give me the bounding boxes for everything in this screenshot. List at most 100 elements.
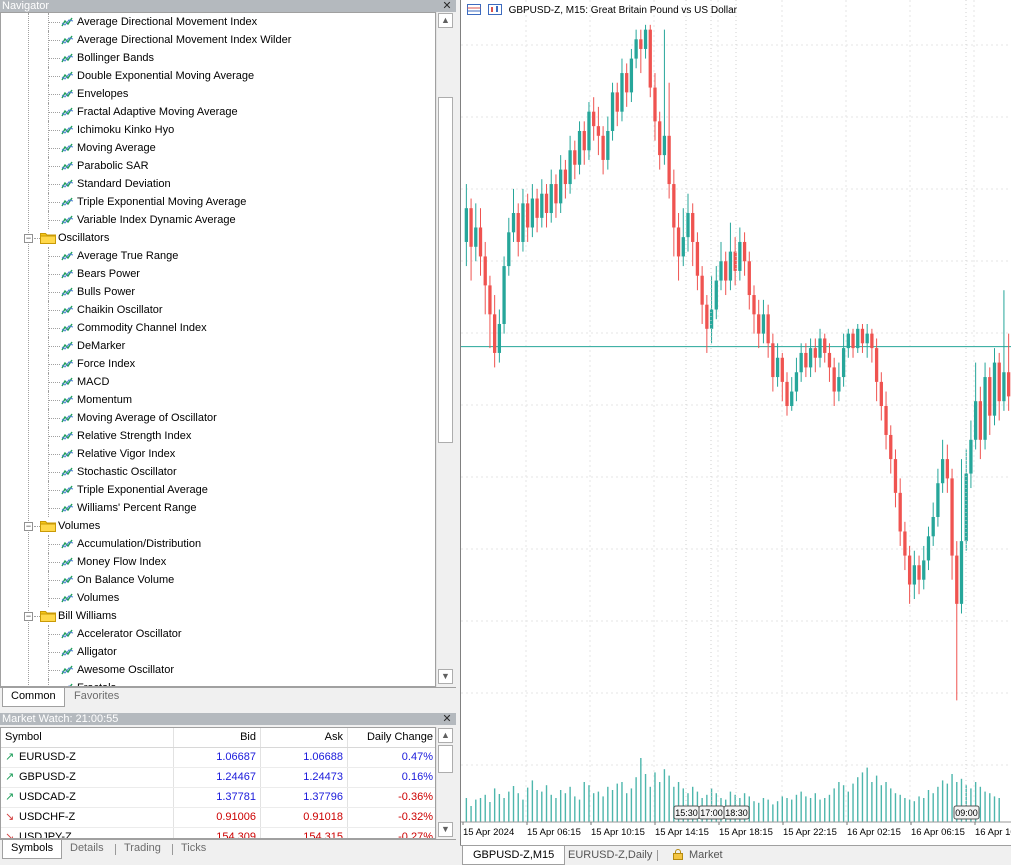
column-header-daily-change[interactable]: Daily Change bbox=[366, 731, 433, 743]
tree-item[interactable]: Parabolic SAR bbox=[1, 157, 435, 175]
navigator-scroll-thumb[interactable] bbox=[438, 97, 453, 443]
tree-item[interactable]: Moving Average of Oscillator bbox=[1, 409, 435, 427]
column-header-bid[interactable]: Bid bbox=[240, 731, 256, 743]
candle-body bbox=[563, 169, 568, 185]
collapse-icon[interactable]: − bbox=[24, 521, 33, 531]
scroll-up-icon[interactable]: ▲ bbox=[438, 13, 453, 28]
indicator-icon bbox=[61, 359, 74, 369]
tree-item[interactable]: Envelopes bbox=[1, 85, 435, 103]
tree-item-label: Bollinger Bands bbox=[77, 52, 155, 64]
tree-item[interactable]: Ichimoku Kinko Hyo bbox=[1, 121, 435, 139]
market-watch-row[interactable]: ↗ EURUSD-Z 1.06687 1.06688 0.47% bbox=[1, 748, 435, 768]
navigator-title-bar[interactable]: Navigator ✕ bbox=[0, 0, 456, 12]
tree-item-label: Relative Vigor Index bbox=[77, 448, 176, 460]
tree-item[interactable]: Accumulation/Distribution bbox=[1, 535, 435, 553]
column-header-ask[interactable]: Ask bbox=[324, 731, 343, 743]
tree-item[interactable]: Accelerator Oscillator bbox=[1, 625, 435, 643]
tree-item[interactable]: Moving Average bbox=[1, 139, 435, 157]
tree-item[interactable]: Variable Index Dynamic Average bbox=[1, 211, 435, 229]
candle-body bbox=[672, 184, 676, 228]
tree-item[interactable]: Standard Deviation bbox=[1, 175, 435, 193]
tree-folder[interactable]: − Bill Williams bbox=[1, 607, 435, 625]
candle-body bbox=[521, 203, 525, 242]
candle-body bbox=[926, 536, 931, 561]
scroll-down-icon[interactable]: ▼ bbox=[438, 822, 453, 837]
market-watch-row[interactable]: ↗ USDCAD-Z 1.37781 1.37796 -0.36% bbox=[1, 788, 435, 808]
collapse-icon[interactable]: − bbox=[24, 611, 33, 621]
tree-item[interactable]: Commodity Channel Index bbox=[1, 319, 435, 337]
tab-ticks[interactable]: Ticks bbox=[181, 842, 207, 854]
navigator-scrollbar[interactable]: ▲ ▼ bbox=[436, 12, 454, 687]
candle-body bbox=[912, 565, 916, 585]
tree-item[interactable]: Volumes bbox=[1, 589, 435, 607]
tab-trading[interactable]: Trading bbox=[124, 842, 161, 854]
tab-favorites[interactable]: Favorites bbox=[74, 690, 120, 702]
tree-item[interactable]: On Balance Volume bbox=[1, 571, 435, 589]
tree-item-label: Triple Exponential Average bbox=[77, 484, 208, 496]
indicator-icon bbox=[61, 593, 74, 603]
tab-common[interactable]: Common bbox=[2, 688, 65, 707]
tree-item[interactable]: Relative Vigor Index bbox=[1, 445, 435, 463]
navigator-tree: Average Directional Movement Index Averag… bbox=[0, 12, 436, 687]
chart-window[interactable]: 15:30 17:00 18:30 09:00 15 Apr 2024 15 Apr 06… bbox=[460, 0, 1011, 845]
tree-item[interactable]: Fractals bbox=[1, 679, 435, 686]
collapse-icon[interactable]: − bbox=[24, 233, 33, 243]
tree-item[interactable]: Bears Power bbox=[1, 265, 435, 283]
price-chart[interactable]: 15:30 17:00 18:30 09:00 15 Apr 2024 15 Apr 06… bbox=[461, 0, 1011, 845]
tree-item[interactable]: Alligator bbox=[1, 643, 435, 661]
tree-item[interactable]: Force Index bbox=[1, 355, 435, 373]
tree-item[interactable]: Bulls Power bbox=[1, 283, 435, 301]
tree-item[interactable]: Average Directional Movement Index Wilde… bbox=[1, 31, 435, 49]
candle-body bbox=[478, 227, 483, 257]
tree-line bbox=[48, 418, 60, 419]
column-header-symbol[interactable]: Symbol bbox=[5, 731, 42, 743]
tree-item[interactable]: Triple Exponential Moving Average bbox=[1, 193, 435, 211]
tree-item[interactable]: Momentum bbox=[1, 391, 435, 409]
tree-item[interactable]: Awesome Oscillator bbox=[1, 661, 435, 679]
tab-details[interactable]: Details bbox=[70, 842, 104, 854]
tree-folder[interactable]: − Volumes bbox=[1, 517, 435, 535]
market-watch-title-bar[interactable]: Market Watch: 21:00:55 ✕ bbox=[0, 713, 456, 725]
chart-grid-icon[interactable] bbox=[467, 4, 481, 15]
candle-body bbox=[554, 184, 558, 204]
candle-body bbox=[936, 483, 940, 517]
market-watch-row[interactable]: ↘ USDCHF-Z 0.91006 0.91018 -0.32% bbox=[1, 808, 435, 828]
tree-item[interactable]: Average True Range bbox=[1, 247, 435, 265]
session-marker-label: 17:00 bbox=[700, 808, 723, 818]
candle-body bbox=[808, 348, 813, 368]
tab-separator bbox=[657, 850, 658, 861]
scroll-up-icon[interactable]: ▲ bbox=[438, 728, 453, 743]
tab-chart-gbpusd[interactable]: GBPUSD-Z,M15 bbox=[462, 846, 566, 865]
tree-item[interactable]: Chaikin Oscillator bbox=[1, 301, 435, 319]
indicator-icon bbox=[61, 395, 74, 405]
tree-item[interactable]: DeMarker bbox=[1, 337, 435, 355]
market-watch-row[interactable]: ↘ USDJPY-Z 154.309 154.315 -0.27% bbox=[1, 828, 435, 838]
tab-market[interactable]: Market bbox=[663, 846, 733, 865]
tree-item[interactable]: Average Directional Movement Index bbox=[1, 13, 435, 31]
market-watch-scrollbar[interactable]: ▲ ▼ bbox=[436, 727, 454, 839]
tree-item[interactable]: MACD bbox=[1, 373, 435, 391]
candle-body bbox=[526, 203, 530, 228]
tree-item[interactable]: Stochastic Oscillator bbox=[1, 463, 435, 481]
market-watch-row[interactable]: ↗ GBPUSD-Z 1.24467 1.24473 0.16% bbox=[1, 768, 435, 788]
tree-item-label: Accelerator Oscillator bbox=[77, 628, 182, 640]
tree-item[interactable]: Williams' Percent Range bbox=[1, 499, 435, 517]
market-watch-scroll-thumb[interactable] bbox=[438, 745, 453, 773]
tree-item[interactable]: Relative Strength Index bbox=[1, 427, 435, 445]
tree-item[interactable]: Money Flow Index bbox=[1, 553, 435, 571]
tree-item-label: Bears Power bbox=[77, 268, 140, 280]
tab-chart-eurusd[interactable]: EURUSD-Z,Daily bbox=[568, 849, 653, 861]
tree-item[interactable]: Triple Exponential Average bbox=[1, 481, 435, 499]
chart-symbol-icon[interactable] bbox=[487, 4, 502, 15]
tree-item[interactable]: Double Exponential Moving Average bbox=[1, 67, 435, 85]
scroll-down-icon[interactable]: ▼ bbox=[438, 669, 453, 684]
tree-item[interactable]: Fractal Adaptive Moving Average bbox=[1, 103, 435, 121]
close-icon[interactable]: ✕ bbox=[442, 0, 452, 12]
tree-line bbox=[48, 346, 60, 347]
tree-item[interactable]: Bollinger Bands bbox=[1, 49, 435, 67]
tree-folder[interactable]: − Oscillators bbox=[1, 229, 435, 247]
tab-symbols[interactable]: Symbols bbox=[2, 840, 63, 859]
candle-body bbox=[488, 285, 492, 315]
close-icon[interactable]: ✕ bbox=[442, 713, 452, 725]
candle-body bbox=[511, 213, 516, 233]
